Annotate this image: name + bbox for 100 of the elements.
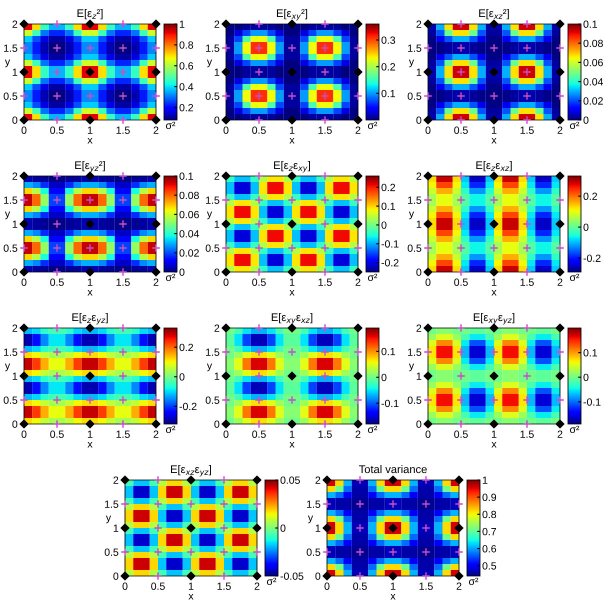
point [489,371,499,381]
point [422,548,430,556]
point [320,420,330,428]
point [152,396,160,404]
point [456,220,466,228]
point [424,244,432,252]
point [254,20,264,28]
point [252,571,262,581]
point [490,44,498,52]
color-bar-label: 0.1 [583,20,598,28]
color-bar-label: -0.2 [180,402,197,410]
color-bar-label: 0 [179,373,184,381]
point [454,500,464,508]
point [118,324,128,332]
point [19,19,29,29]
y-axis-title: y [206,364,212,372]
point [152,244,160,252]
point [222,196,230,204]
y-tick-label: 1 [416,220,422,228]
point [320,44,330,52]
point [151,115,161,125]
point [422,572,430,580]
y-tick-label: 1.5 [105,500,118,508]
y-tick-label: 0 [416,420,422,428]
point [388,571,398,581]
point [220,548,228,556]
point [456,116,466,124]
point [388,548,398,556]
color-bar-label: 0.2 [179,344,194,352]
color-bar-label: 0.02 [583,97,603,105]
point [454,523,464,533]
x-tick-label: 0 [426,278,430,286]
point [118,92,128,100]
color-bar-label: 0.06 [583,58,603,66]
y-tick-label: 2 [416,324,422,332]
point [522,372,532,380]
point [423,67,433,77]
point [52,68,62,76]
color-bar-label: 0 [583,374,588,382]
color-bar-label: 0.05 [280,476,300,484]
color-bar-label: 0.9 [482,494,496,502]
point [423,323,433,333]
point [221,67,231,77]
point [320,220,330,228]
y-tick-label: 2 [12,324,18,332]
point [354,396,362,404]
y-tick-label: 2 [214,324,220,332]
point [151,371,161,381]
point [388,475,398,485]
chart-title: E[ε$_{z}$²] [78,8,103,20]
point [118,396,128,404]
color-bar-title: σ² [266,578,276,586]
point [154,548,162,556]
point [86,92,94,100]
x-tick-label: 0.5 [454,278,468,286]
point [422,500,430,508]
point [322,500,332,508]
point [320,244,330,252]
point [221,419,231,429]
y-tick-label: 0.5 [206,92,220,100]
color-bar-label: 0.2 [583,192,598,200]
point [522,348,532,356]
point [52,324,62,332]
point [118,68,128,76]
point [320,172,330,180]
point [20,396,28,404]
point [221,371,231,381]
point [456,44,466,52]
point [320,92,330,100]
point [254,396,264,404]
point [423,267,433,277]
x-tick-label: 1 [290,430,294,438]
point [287,171,297,181]
color-bar-title: σ² [368,426,378,434]
y-tick-label: 1 [12,220,18,228]
y-tick-label: 2 [12,172,18,180]
point [555,115,565,125]
point [254,420,264,428]
color-bar-label: 0.2 [179,104,194,112]
y-tick-label: 2 [214,20,220,28]
point [424,396,432,404]
x-tick-label: 1 [88,278,92,286]
point [20,196,28,204]
color-bar-label: 0.04 [583,78,604,86]
x-axis-title: x [290,290,294,296]
point [120,523,130,533]
point [522,116,532,124]
point [522,44,532,52]
point [221,19,231,29]
point [118,196,128,204]
point [20,348,28,356]
y-tick-label: 2 [315,476,320,484]
color-bar-label: 0.6 [482,545,496,552]
color-bar-label: -0.2 [584,254,601,262]
x-axis-title: x [88,290,92,296]
point [118,348,128,356]
x-tick-label: 1 [88,126,92,134]
x-axis-title: x [492,290,496,296]
y-tick-label: 0 [214,268,220,276]
y-tick-label: 0 [214,116,220,124]
